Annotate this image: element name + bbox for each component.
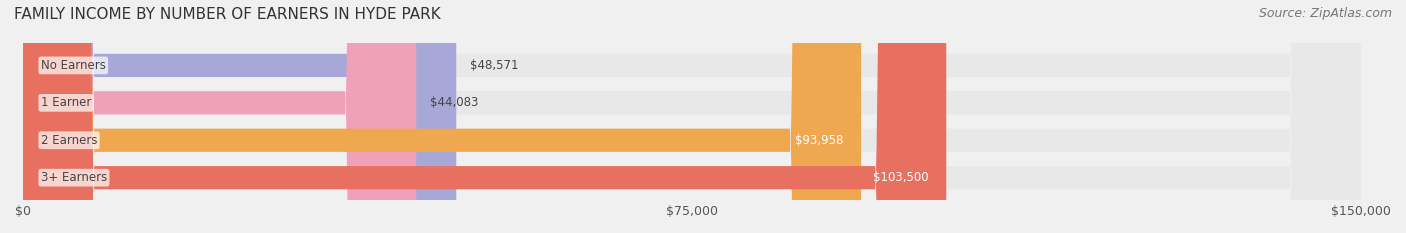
Text: No Earners: No Earners (41, 59, 105, 72)
Text: 1 Earner: 1 Earner (41, 96, 91, 109)
Text: $44,083: $44,083 (430, 96, 478, 109)
Text: FAMILY INCOME BY NUMBER OF EARNERS IN HYDE PARK: FAMILY INCOME BY NUMBER OF EARNERS IN HY… (14, 7, 441, 22)
FancyBboxPatch shape (22, 0, 1361, 233)
FancyBboxPatch shape (22, 0, 1361, 233)
Text: $103,500: $103,500 (873, 171, 928, 184)
Text: 2 Earners: 2 Earners (41, 134, 97, 147)
FancyBboxPatch shape (22, 0, 457, 233)
FancyBboxPatch shape (22, 0, 1361, 233)
FancyBboxPatch shape (22, 0, 416, 233)
FancyBboxPatch shape (22, 0, 860, 233)
FancyBboxPatch shape (22, 0, 946, 233)
Text: $93,958: $93,958 (794, 134, 844, 147)
Text: 3+ Earners: 3+ Earners (41, 171, 107, 184)
Text: $48,571: $48,571 (470, 59, 519, 72)
Text: Source: ZipAtlas.com: Source: ZipAtlas.com (1258, 7, 1392, 20)
FancyBboxPatch shape (22, 0, 1361, 233)
